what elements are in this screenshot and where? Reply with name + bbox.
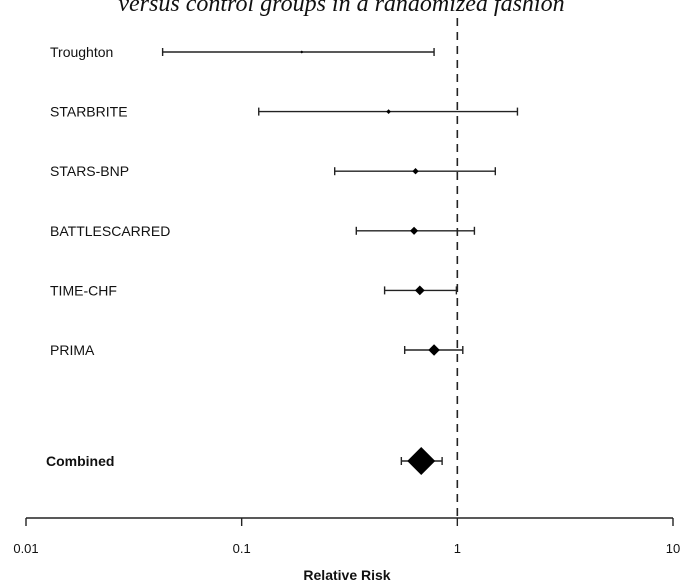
study-label: TIME-CHF	[50, 282, 117, 298]
point-estimate	[412, 168, 419, 175]
combined-label: Combined	[46, 453, 114, 469]
combined-estimate	[407, 447, 436, 475]
point-estimate	[300, 50, 304, 54]
x-tick-label: 10	[666, 541, 680, 556]
x-tick-label: 0.1	[233, 541, 251, 556]
point-estimate	[410, 226, 419, 235]
point-estimate	[414, 285, 425, 296]
point-estimate	[386, 109, 391, 114]
x-axis-label: Relative Risk	[303, 567, 390, 583]
study-label: STARS-BNP	[50, 163, 129, 179]
study-label: STARBRITE	[50, 104, 128, 120]
study-label: PRIMA	[50, 342, 95, 358]
study-label: Troughton	[50, 44, 113, 60]
study-label: BATTLESCARRED	[50, 223, 170, 239]
chart-subtitle: versus control groups in a randomized fa…	[118, 0, 565, 17]
x-tick-label: 1	[454, 541, 461, 556]
point-estimate	[428, 344, 440, 356]
x-tick-label: 0.01	[13, 541, 38, 556]
